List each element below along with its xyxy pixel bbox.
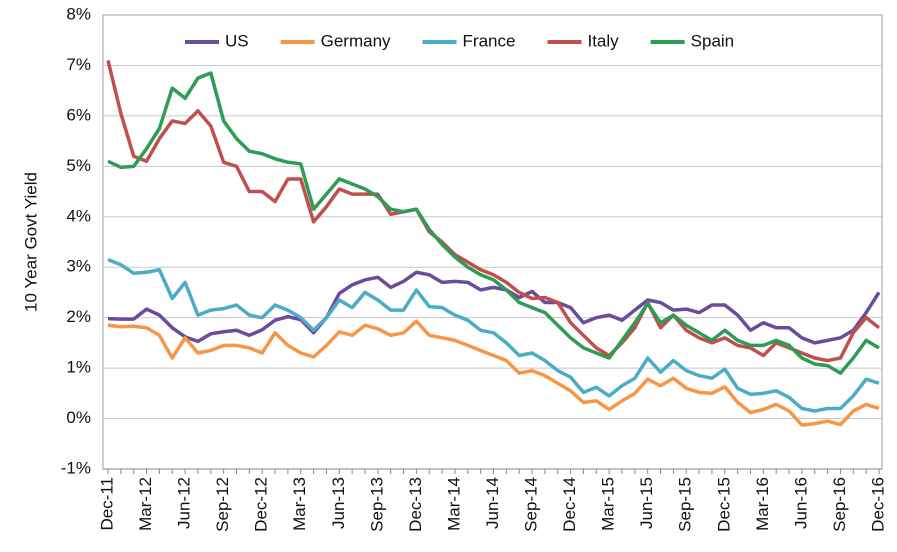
y-axis-title: 10 Year Govt Yield xyxy=(21,172,40,312)
y-tick-label: -1% xyxy=(61,458,91,477)
x-tick-label: Jun-16 xyxy=(791,477,810,529)
x-tick-label: Dec-15 xyxy=(714,477,733,532)
legend-label: Italy xyxy=(587,31,619,50)
series-line xyxy=(107,258,880,413)
x-tick-label: Dec-12 xyxy=(252,477,271,532)
x-tick-label: Jun-12 xyxy=(175,477,194,529)
x-tick-label: Jun-15 xyxy=(637,477,656,529)
x-tick-label: Sep-16 xyxy=(830,477,849,532)
x-tick-label: Dec-11 xyxy=(97,477,116,531)
y-tick-label: 2% xyxy=(66,307,91,326)
x-tick-label: Dec-14 xyxy=(560,477,579,532)
x-tick-label: Sep-12 xyxy=(213,477,232,532)
y-tick-label: 7% xyxy=(66,55,91,74)
y-tick-label: 3% xyxy=(66,257,91,276)
x-tick-label: Dec-16 xyxy=(868,477,887,532)
legend-label: France xyxy=(463,31,516,50)
x-tick-label: Mar-15 xyxy=(599,477,618,531)
y-tick-label: 4% xyxy=(66,206,91,225)
legend-label: Spain xyxy=(691,31,734,50)
y-tick-label: 0% xyxy=(66,408,91,427)
x-tick-label: Jun-13 xyxy=(329,477,348,529)
legend-label: US xyxy=(225,31,249,50)
y-tick-label: 5% xyxy=(66,156,91,175)
series-line xyxy=(106,59,881,363)
x-tick-label: Mar-12 xyxy=(136,477,155,531)
x-tick-label: Jun-14 xyxy=(483,477,502,529)
x-tick-label: Dec-13 xyxy=(406,477,425,532)
x-tick-label: Sep-13 xyxy=(367,477,386,532)
x-tick-label: Mar-16 xyxy=(753,477,772,531)
x-tick-label: Mar-13 xyxy=(290,477,309,531)
plot-frame xyxy=(102,14,883,470)
y-tick-label: 6% xyxy=(66,105,91,124)
x-tick-label: Sep-15 xyxy=(676,477,695,532)
y-tick-label: 8% xyxy=(66,4,91,23)
legend-label: Germany xyxy=(321,31,391,50)
series-line xyxy=(107,71,880,375)
series-line xyxy=(107,319,880,427)
y-tick-label: 1% xyxy=(66,358,91,377)
x-tick-label: Mar-14 xyxy=(444,477,463,531)
series-line xyxy=(107,270,881,345)
x-tick-label: Sep-14 xyxy=(522,477,541,532)
